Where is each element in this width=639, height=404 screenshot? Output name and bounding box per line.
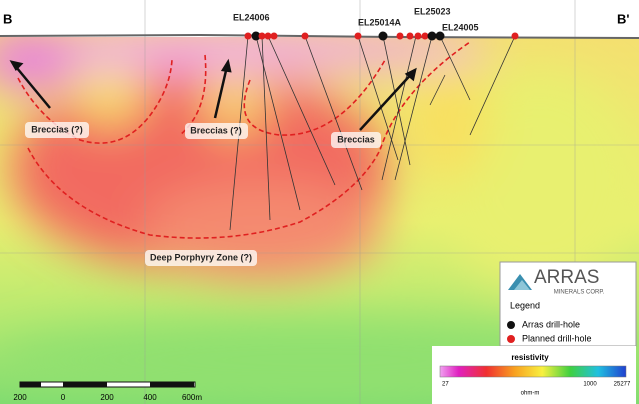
colorbar-label: 25277 <box>614 382 631 388</box>
scale-bar: 200 0 200 400 600m <box>13 381 202 402</box>
resistivity-model <box>0 37 639 404</box>
zone-labels: Breccias (?) Breccias (?) Breccias Deep … <box>25 122 381 266</box>
scale-label: 200 <box>13 393 27 402</box>
zone-label: Breccias (?) <box>31 124 83 134</box>
scale-label: 600m <box>182 393 202 402</box>
logo-name: ARRAS <box>534 267 599 288</box>
drill-collars <box>244 31 519 41</box>
colorbar-title: resistivity <box>511 353 549 362</box>
logo-subtitle: MINERALS CORP. <box>554 290 605 296</box>
drill-label: EL25023 <box>414 6 451 16</box>
drill-label: EL24005 <box>442 22 479 32</box>
scale-label: 0 <box>61 393 66 402</box>
legend-title: Legend <box>510 300 540 310</box>
drill-label: EL24006 <box>233 12 270 22</box>
ground-surface <box>0 33 639 39</box>
section-end: B' <box>617 11 629 26</box>
grid-above <box>144 0 576 37</box>
legend-item: Arras drill-hole <box>522 319 580 329</box>
colorbar-label: 1000 <box>583 382 597 388</box>
scale-label: 400 <box>143 393 157 402</box>
arrows <box>9 58 417 131</box>
colorbar-label: 27 <box>442 382 449 388</box>
drill-label: EL25014A <box>358 17 402 27</box>
zone-label: Breccias (?) <box>190 125 242 135</box>
zone-label: Breccias <box>337 134 375 144</box>
legend-item: Planned drill-hole <box>522 333 592 343</box>
legend: ARRAS MINERALS CORP. Legend Arras drill-… <box>499 261 637 347</box>
zone-label: Deep Porphyry Zone (?) <box>150 252 252 262</box>
colorbar-unit: ohm-m <box>521 391 540 397</box>
section-end: B <box>3 11 12 26</box>
scale-label: 200 <box>100 393 114 402</box>
colorbar: resistivity 27 1000 25277 ohm-m <box>432 346 636 404</box>
